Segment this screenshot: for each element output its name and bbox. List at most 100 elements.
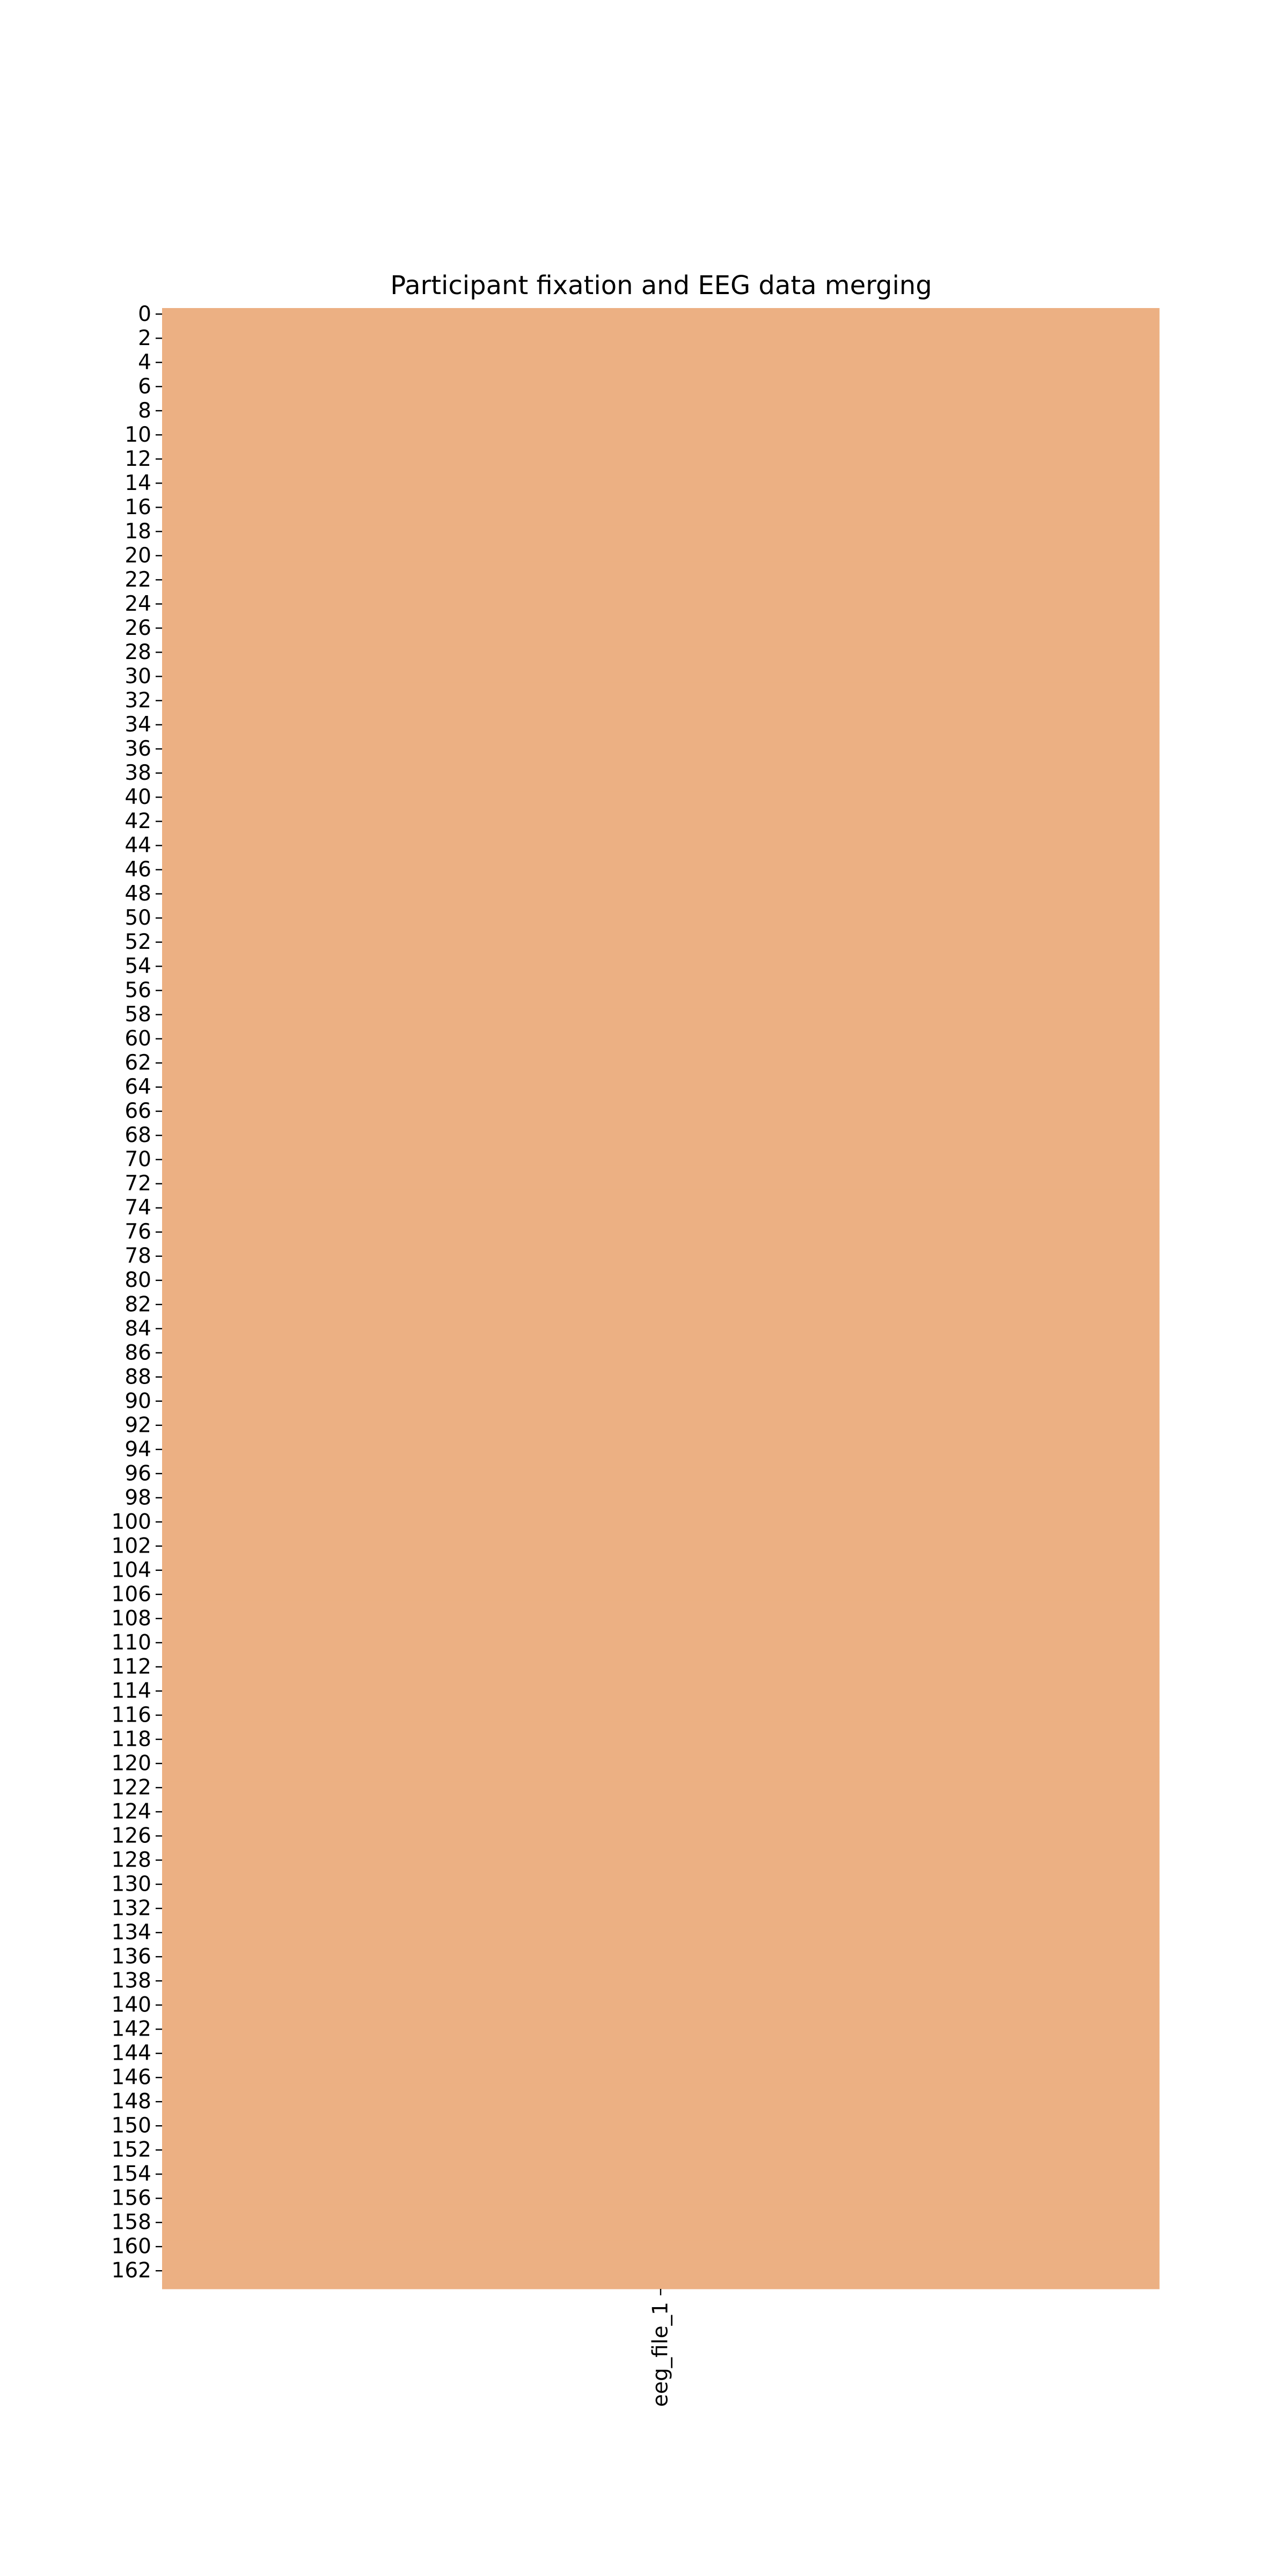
heatmap-cell [162,2047,1160,2060]
y-tick-label: 24 [125,592,151,616]
y-tick-label: 134 [112,1921,151,1945]
heatmap-cell [162,1576,1160,1589]
y-tick-label: 98 [125,1485,151,1510]
y-tick-label: 38 [125,761,151,785]
y-tick-label: 152 [112,2138,151,2162]
y-tick-label: 42 [125,809,151,833]
y-tick-label: 122 [112,1775,151,1799]
y-tick-label: 158 [112,2211,151,2235]
y-tick-label: 56 [125,978,151,1002]
heatmap-cell [162,1685,1160,1697]
heatmap-cell [162,416,1160,429]
y-tick-label: 44 [125,833,151,858]
heatmap-cell [162,2107,1160,2120]
heatmap-cell [162,1999,1160,2011]
heatmap-cell [162,924,1160,936]
heatmap-cell [162,1842,1160,1855]
y-tick-label: 120 [112,1751,151,1775]
y-tick-label: 48 [125,882,151,906]
heatmap-cell [162,839,1160,852]
y-tick-label: 128 [112,1848,151,1872]
heatmap-cell [162,1467,1160,1480]
y-tick-label: 132 [112,1897,151,1921]
heatmap-cell [162,501,1160,514]
heatmap-cell [162,899,1160,912]
heatmap-cell [162,1721,1160,1734]
heatmap-cell [162,1238,1160,1251]
heatmap-cell [162,586,1160,598]
y-tick-label: 130 [112,1872,151,1897]
y-tick-label: 70 [125,1147,151,1172]
heatmap-cell [162,815,1160,828]
heatmap-cell [162,1033,1160,1045]
x-axis-ticks: eeg_file_1 [649,2289,673,2407]
y-tick-label: 66 [125,1099,151,1123]
heatmap-cell [162,1480,1160,1492]
y-tick-label: 58 [125,1002,151,1027]
heatmap-cell [162,405,1160,418]
heatmap-cell [162,1528,1160,1541]
y-tick-label: 80 [125,1268,151,1292]
heatmap-cell [162,574,1160,587]
heatmap-cell [162,2143,1160,2157]
y-tick-label: 146 [112,2066,151,2090]
heatmap-cell [162,1359,1160,1372]
y-tick-label: 84 [125,1316,151,1341]
heatmap-cell [162,453,1160,466]
heatmap-cell [162,1926,1160,1939]
heatmap-cell [162,1890,1160,1903]
y-tick-label: 68 [125,1123,151,1147]
heatmap-cell [162,2264,1160,2278]
heatmap-cell [162,2216,1160,2229]
heatmap-cell [162,1491,1160,1504]
y-tick-label: 46 [125,858,151,882]
y-tick-label: 12 [125,447,151,471]
heatmap-cell [162,1141,1160,1154]
heatmap-cell [162,465,1160,478]
heatmap-cell [162,1588,1160,1601]
y-tick-label: 100 [112,1510,151,1534]
heatmap-cell [162,513,1160,526]
y-tick-label: 4 [138,350,151,375]
heatmap-cell [162,960,1160,973]
heatmap-cell [162,1963,1160,1975]
heatmap-cell [162,1226,1160,1239]
heatmap-cell [162,1938,1160,1951]
heatmap-cell [162,1866,1160,1879]
heatmap-cell [162,1383,1160,1396]
heatmap-cell [162,851,1160,864]
y-tick-label: 90 [125,1389,151,1413]
y-tick-label: 82 [125,1292,151,1316]
y-tick-label: 36 [125,737,151,761]
heatmap-cell [162,1914,1160,1927]
y-tick-label: 10 [125,423,151,447]
heatmap-cell [162,1552,1160,1565]
heatmap-cell [162,489,1160,502]
y-tick-label: 106 [112,1582,151,1606]
heatmap-cell [162,719,1160,731]
heatmap-cell [162,1636,1160,1649]
heatmap-cell [162,779,1160,792]
heatmap-cell [162,1081,1160,1094]
heatmap-cell [162,1044,1160,1057]
heatmap-cell [162,1008,1160,1021]
heatmap-cell [162,1673,1160,1686]
heatmap-cell [162,2180,1160,2193]
heatmap-cell [162,1516,1160,1528]
y-tick-label: 96 [125,1461,151,1485]
heatmap-cell [162,477,1160,490]
heatmap-cell [162,1878,1160,1891]
y-tick-label: 0 [138,302,151,326]
heatmap-cell [162,1407,1160,1420]
y-tick-label: 14 [125,471,151,495]
heatmap-cell [162,1335,1160,1348]
heatmap-cell [162,368,1160,381]
y-tick-label: 26 [125,616,151,640]
y-axis-ticks: 0246810121416182022242628303234363840424… [112,302,162,2283]
y-tick-label: 34 [125,713,151,737]
y-tick-label: 50 [125,906,151,930]
heatmap-cell [162,972,1160,985]
heatmap-cell [162,550,1160,562]
heatmap-cell [162,1769,1160,1782]
